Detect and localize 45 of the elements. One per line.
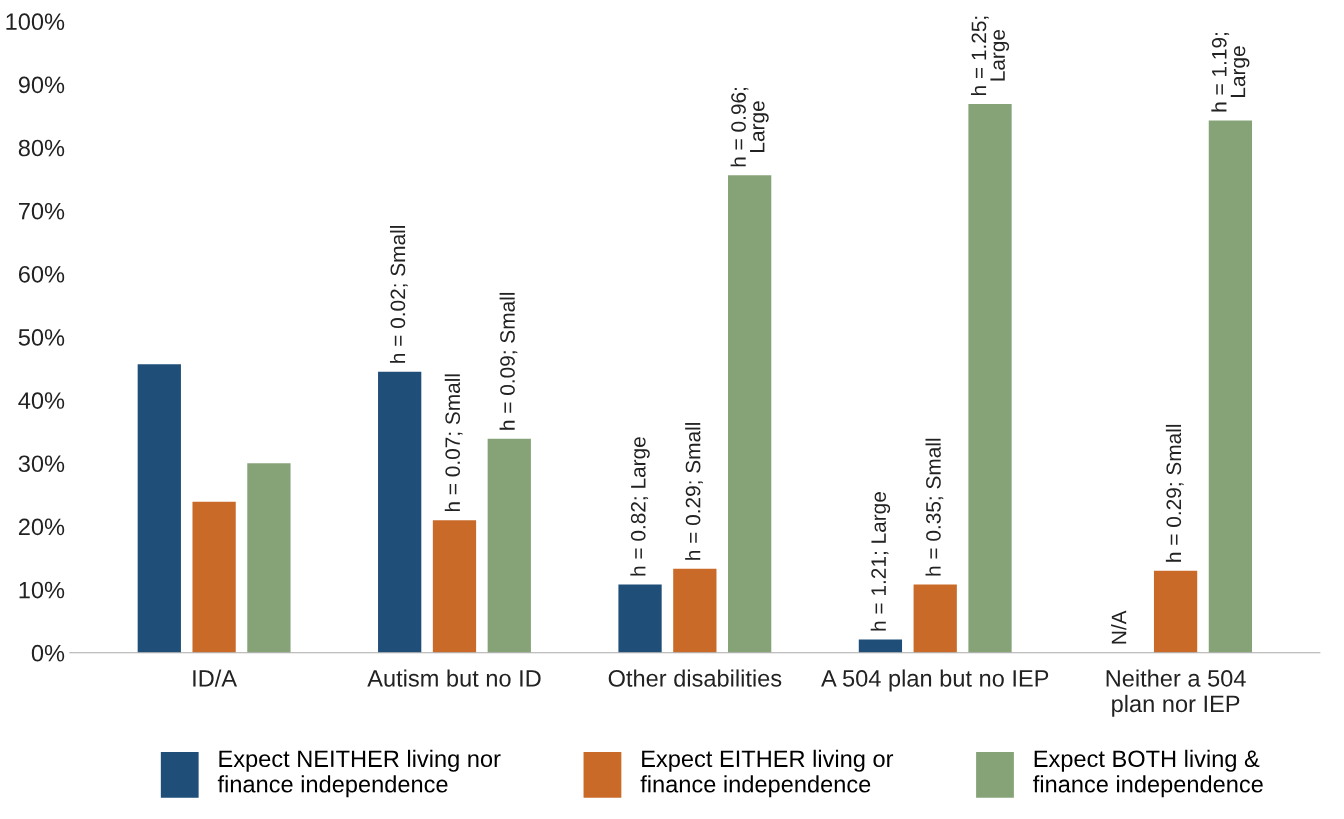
annotation: h = 1.21; Large <box>870 492 891 631</box>
y-tick-label: 100% <box>6 13 65 31</box>
bar <box>247 463 291 653</box>
annotation: h = 0.96; Large <box>730 88 769 167</box>
annotation: h = 1.19; Large <box>1211 33 1250 112</box>
y-tick-label: 30% <box>18 455 65 473</box>
y-tick-label: 80% <box>18 139 65 157</box>
y-tick-label: 40% <box>18 392 65 409</box>
bar <box>913 584 957 653</box>
annotation: h = 0.82; Large <box>630 437 650 576</box>
legend-label: Expect EITHER living or finance independence <box>640 749 894 798</box>
x-tick-label: Other disabilities <box>608 669 782 687</box>
x-tick-label: A 504 plan but no IEP <box>821 669 1049 692</box>
x-tick-label: Autism but no ID <box>367 669 541 687</box>
bar <box>673 568 717 653</box>
y-tick-label: 10% <box>19 581 65 599</box>
y-tick-label: 90% <box>18 76 65 94</box>
bar <box>487 438 531 653</box>
legend-label: Expect BOTH living & finance independence <box>1033 749 1263 798</box>
annotation: N/A <box>1111 610 1127 644</box>
y-tick-label: 60% <box>18 265 65 283</box>
annotation: h = 1.25; Large <box>970 16 1010 95</box>
bar <box>378 371 422 653</box>
annotation: h = 0.35; Small <box>925 438 944 576</box>
x-tick-label: ID/A <box>193 669 238 687</box>
annotation: h = 0.29; Small <box>685 423 703 560</box>
bar <box>728 175 772 653</box>
annotation: h = 0.02; Small <box>389 226 408 363</box>
y-tick-label: 20% <box>18 518 65 536</box>
annotation: h = 0.09; Small <box>499 292 518 430</box>
bar <box>137 364 181 653</box>
x-tick-label: Neither a 504 plan nor IEP <box>1106 669 1246 717</box>
bar <box>858 639 903 653</box>
y-tick-label: 70% <box>18 202 65 220</box>
y-tick-label: 0% <box>31 644 65 662</box>
bar <box>968 104 1012 653</box>
y-tick-label: 50% <box>18 329 65 346</box>
annotation: h = 0.29; Small <box>1165 424 1184 562</box>
bar <box>192 501 236 653</box>
annotation: h = 0.07; Small <box>444 374 463 512</box>
bar <box>1208 120 1253 653</box>
legend-label: Expect NEITHER living nor finance independence <box>217 749 501 798</box>
bar <box>432 520 477 653</box>
bar <box>618 584 662 653</box>
bar <box>1153 570 1198 653</box>
